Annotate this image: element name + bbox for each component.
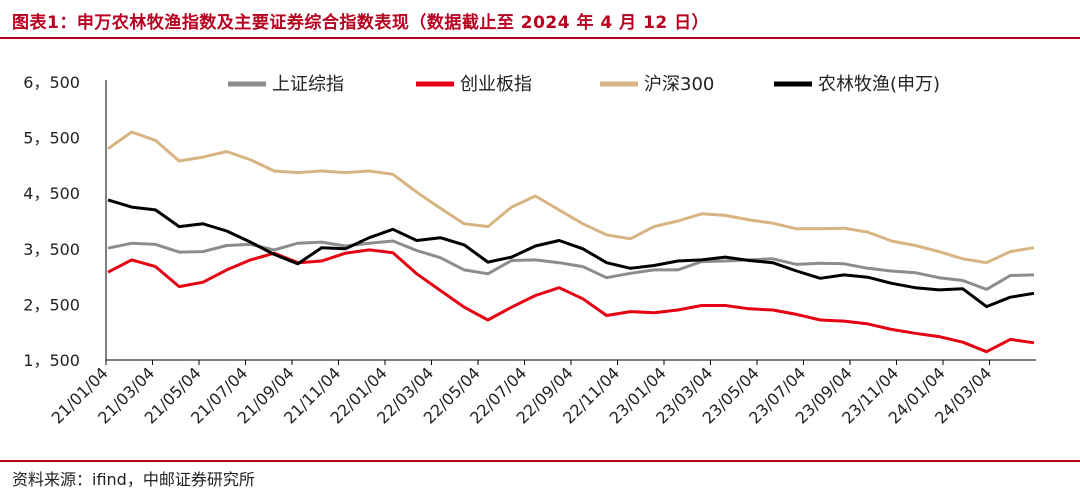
source-note: 资料来源：ifind，中邮证券研究所 [12, 470, 255, 489]
legend: 上证综指 创业板指 沪深300 农林牧渔(申万) [228, 74, 940, 95]
y-tick-label: 6，500 [23, 73, 80, 92]
legend-label-1: 创业板指 [460, 74, 532, 95]
y-tick-label: 1，500 [23, 351, 80, 370]
legend-label-0: 上证综指 [272, 74, 344, 95]
y-tick-label: 5，500 [23, 129, 80, 148]
legend-label-3: 农林牧渔(申万) [818, 74, 940, 95]
plot-area [107, 130, 1035, 354]
series-line-1 [107, 248, 1035, 354]
footer-divider [0, 460, 1080, 462]
chart-title: 图表1：申万农林牧渔指数及主要证券综合指数表现（数据截止至 2024 年 4 月… [12, 13, 710, 33]
legend-label-2: 沪深300 [644, 74, 714, 95]
line-chart: 1，500 2，500 3，500 4，500 5，500 6，500 21/01/042… [23, 73, 1036, 428]
series-line-0 [107, 239, 1035, 291]
series-line-2 [107, 130, 1035, 265]
y-tick-label: 4，500 [23, 184, 80, 203]
title-divider [0, 37, 1080, 39]
y-tick-label: 2，500 [23, 295, 80, 314]
series-line-3 [107, 198, 1035, 309]
y-axis: 1，500 2，500 3，500 4，500 5，500 6，500 [23, 73, 107, 370]
y-tick-label: 3，500 [23, 240, 80, 259]
x-axis: 21/01/0421/03/0421/05/0421/07/0421/09/04… [48, 359, 1036, 428]
